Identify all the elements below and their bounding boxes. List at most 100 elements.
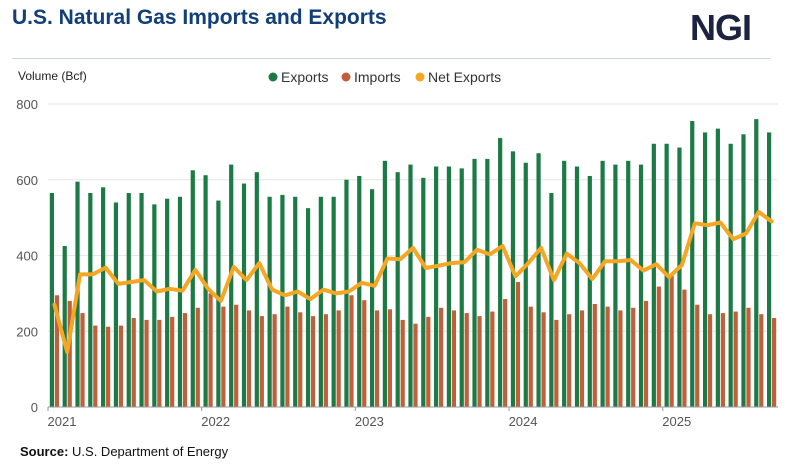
imports-bar [93, 325, 98, 407]
exports-bar [562, 160, 567, 407]
imports-bar [746, 307, 751, 407]
imports-bar [656, 286, 661, 407]
exports-bar [715, 128, 720, 407]
exports-bar [523, 162, 528, 407]
legend-label: Imports [354, 69, 401, 85]
imports-bar [323, 314, 328, 407]
imports-bar [234, 304, 239, 407]
imports-bar [759, 314, 764, 407]
imports-bar [285, 306, 290, 407]
exports-bar [177, 196, 183, 407]
exports-bar [369, 189, 375, 407]
title-divider [12, 58, 770, 59]
imports-bar [682, 289, 687, 407]
imports-bar [144, 319, 149, 407]
exports-bar [728, 143, 733, 408]
exports-bar [254, 172, 259, 407]
legend-marker [268, 72, 278, 82]
axes: 2021 2022 2023 2024 2025 [47, 406, 778, 429]
exports-bar [434, 166, 439, 407]
exports-bar [690, 121, 695, 407]
exports-bar [267, 196, 272, 407]
imports-bar [413, 323, 418, 407]
exports-bar [139, 193, 144, 407]
imports-bar [208, 293, 213, 407]
exports-bar [498, 138, 503, 407]
imports-bar [733, 311, 738, 407]
exports-bar [293, 196, 298, 407]
exports-bar [113, 202, 119, 407]
legend-label: Net Exports [428, 69, 501, 85]
imports-bar [362, 300, 367, 407]
legend: Exports Imports Net Exports [268, 69, 501, 85]
imports-bar [643, 300, 649, 407]
y-axis-label: Volume (Bcf) [18, 69, 87, 83]
imports-bar [618, 310, 623, 407]
exports-bar [446, 166, 452, 407]
y-tick-label: 0 [31, 400, 38, 415]
exports-bar [382, 160, 387, 407]
imports-bar [669, 273, 674, 407]
exports-bar [88, 193, 93, 407]
imports-series [54, 273, 777, 407]
exports-bar [421, 177, 426, 407]
exports-bar [613, 164, 618, 407]
imports-bar [720, 313, 725, 407]
imports-bar [182, 313, 188, 407]
imports-bar [246, 310, 252, 407]
imports-bar [426, 316, 431, 407]
imports-bar [771, 317, 777, 407]
exports-bar [459, 168, 464, 407]
imports-bar [298, 312, 303, 407]
exports-bar [651, 143, 656, 408]
exports-bar [638, 164, 644, 407]
imports-bar [336, 310, 341, 407]
imports-bar [490, 311, 495, 407]
y-tick-label: 400 [16, 249, 38, 264]
y-tick-label: 600 [16, 173, 38, 188]
exports-bar [536, 153, 541, 407]
imports-bar [451, 310, 457, 407]
exports-bar [600, 160, 605, 407]
imports-bar [67, 300, 72, 407]
y-tick-label: 200 [16, 324, 38, 339]
imports-bar [374, 310, 380, 407]
imports-bar [605, 306, 610, 407]
exports-bar [229, 164, 234, 407]
imports-bar [272, 314, 277, 407]
x-tick-label: 2024 [509, 414, 538, 429]
imports-bar [631, 307, 636, 407]
imports-bar [503, 299, 508, 407]
exports-series [49, 119, 772, 408]
imports-bar [528, 306, 533, 407]
imports-bar [541, 312, 546, 407]
x-tick-label: 2025 [662, 414, 691, 429]
exports-bar [280, 194, 285, 407]
exports-bar [152, 204, 157, 407]
source-text: U.S. Department of Energy [72, 444, 229, 459]
exports-bar [741, 134, 746, 408]
chart-title: U.S. Natural Gas Imports and Exports [12, 6, 387, 29]
net-exports-line [52, 209, 774, 355]
imports-bar [310, 316, 316, 407]
y-tick-label: 800 [16, 97, 38, 112]
exports-bar [766, 132, 772, 407]
legend-label: Exports [281, 69, 328, 85]
exports-bar [165, 198, 170, 407]
exports-bar [357, 175, 362, 407]
ngi-logo: NGI [690, 7, 752, 48]
legend-marker [341, 72, 351, 82]
imports-bar [400, 319, 405, 407]
imports-bar [259, 316, 264, 407]
imports-bar [106, 326, 111, 407]
exports-bar [241, 183, 247, 407]
imports-bar [387, 309, 392, 407]
imports-bar [707, 314, 713, 407]
exports-bar [587, 175, 592, 407]
exports-bar [62, 246, 67, 407]
imports-bar [195, 307, 200, 407]
imports-bar [592, 303, 597, 407]
imports-bar [515, 282, 521, 407]
exports-bar [203, 175, 208, 407]
